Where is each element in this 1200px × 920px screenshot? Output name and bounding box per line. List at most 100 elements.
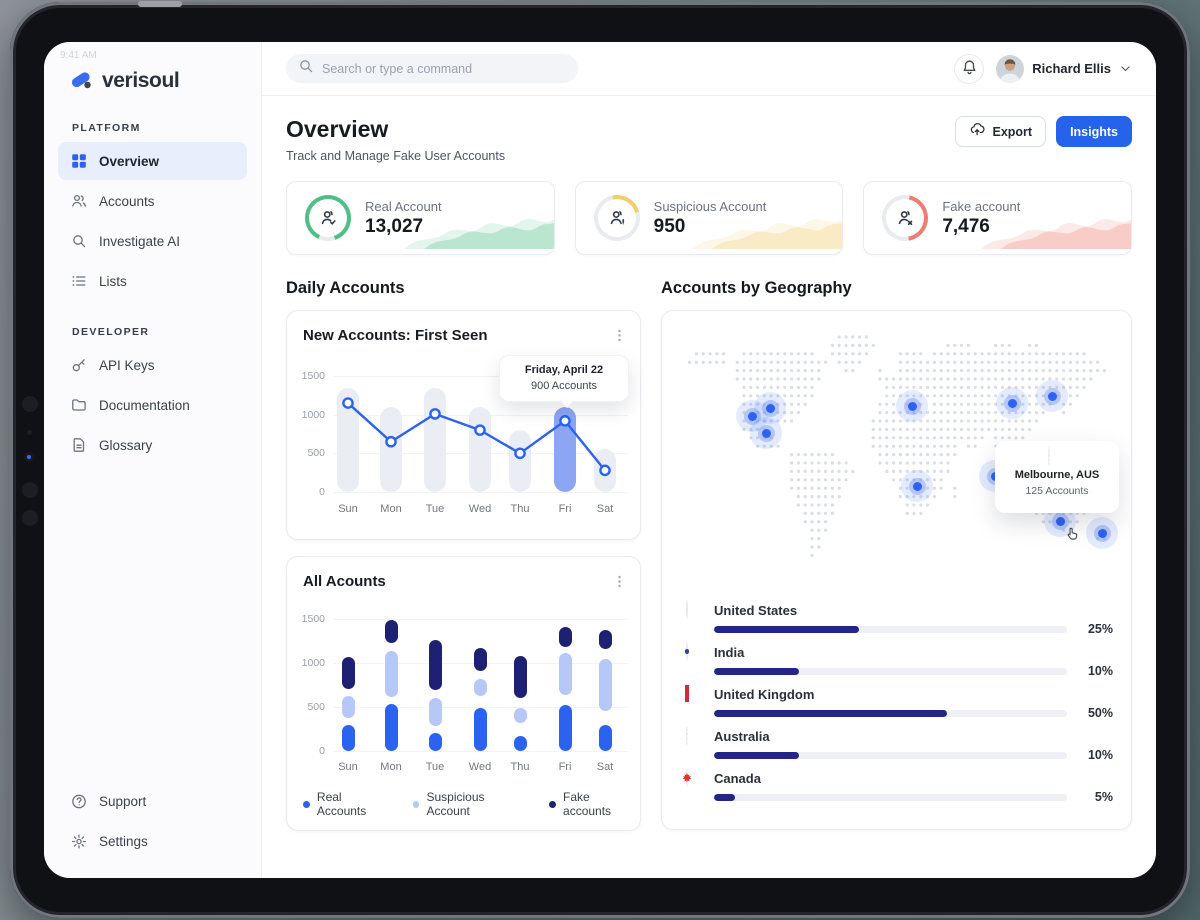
country-bar-fill bbox=[714, 667, 799, 675]
map-marker[interactable] bbox=[1086, 517, 1118, 549]
sidebar-item-api-keys[interactable]: API Keys bbox=[58, 346, 247, 384]
topbar: Richard Ellis bbox=[262, 42, 1156, 96]
gear-icon bbox=[71, 833, 87, 849]
tablet-side-camera bbox=[22, 396, 38, 412]
key-icon bbox=[71, 357, 87, 373]
bar-segment bbox=[428, 640, 442, 691]
map-tooltip: Melbourne, AUS 125 Accounts bbox=[995, 441, 1119, 513]
country-flag bbox=[683, 684, 691, 703]
search-box[interactable] bbox=[286, 54, 578, 83]
map-marker[interactable] bbox=[1036, 380, 1068, 412]
export-icon bbox=[969, 122, 985, 141]
map-marker[interactable] bbox=[750, 417, 782, 449]
map-marker[interactable] bbox=[736, 400, 768, 432]
au-flag-icon bbox=[1048, 447, 1051, 466]
search-icon bbox=[71, 233, 87, 249]
au-flag-icon bbox=[686, 726, 690, 745]
y-axis-tick: 1000 bbox=[301, 408, 325, 421]
help-icon bbox=[71, 793, 87, 809]
bar-segment bbox=[558, 653, 572, 695]
sidebar-item-label: Overview bbox=[99, 153, 160, 169]
stat-value: 13,027 bbox=[365, 215, 424, 237]
stat-ring bbox=[882, 195, 929, 241]
page-subtitle: Track and Manage Fake User Accounts bbox=[286, 149, 506, 163]
verisoul-logo[interactable]: verisoul bbox=[70, 66, 261, 96]
country-percent: 10% bbox=[1087, 748, 1113, 762]
legend-label: Suspicious Account bbox=[426, 790, 485, 818]
country-bar-track bbox=[714, 667, 1067, 675]
sidebar-item-label: Glossary bbox=[99, 437, 153, 453]
country-flag bbox=[684, 642, 690, 661]
sidebar-item-settings[interactable]: Settings bbox=[58, 822, 247, 860]
y-axis-tick: 1500 bbox=[301, 370, 325, 382]
user-menu[interactable]: Richard Ellis bbox=[996, 54, 1132, 83]
chart-tooltip: Friday, April 22 900 Accounts bbox=[499, 355, 629, 402]
bar-segment bbox=[598, 724, 612, 751]
gridline bbox=[333, 707, 628, 708]
map-marker[interactable] bbox=[996, 387, 1028, 419]
legend-dot bbox=[412, 800, 420, 808]
map-marker[interactable] bbox=[896, 390, 928, 422]
verisoul-logo-icon bbox=[70, 66, 95, 96]
geography-heading: Accounts by Geography bbox=[661, 279, 852, 297]
sidebar-nav-platform: Overview Accounts Investigate AI Lists bbox=[44, 142, 261, 300]
insights-button[interactable]: Insights bbox=[1056, 116, 1132, 147]
in-flag-icon bbox=[684, 642, 690, 661]
stat-text: Real Account 13,027 bbox=[365, 199, 442, 238]
country-bar-row: 10% bbox=[714, 664, 1113, 678]
map-marker[interactable] bbox=[754, 392, 786, 424]
sidebar-item-overview[interactable]: Overview bbox=[58, 142, 247, 180]
map-marker-dot bbox=[907, 401, 917, 411]
new-accounts-card: New Accounts: First Seen 0 500 1000 1500 Sun… bbox=[286, 310, 641, 540]
legend-item: Real Accounts bbox=[303, 790, 393, 818]
tooltip-value: 900 Accounts bbox=[530, 380, 598, 392]
us-flag-icon bbox=[686, 600, 688, 619]
sidebar-item-glossary[interactable]: Glossary bbox=[58, 426, 247, 464]
sidebar-section-developer: DEVELOPER bbox=[72, 326, 150, 338]
sidebar-nav-developer: API Keys Documentation Glossary bbox=[44, 346, 261, 464]
x-axis-tick: Wed bbox=[468, 503, 492, 515]
sidebar-item-lists[interactable]: Lists bbox=[58, 262, 247, 300]
tablet-camera-indicator bbox=[24, 452, 34, 462]
page-title: Overview bbox=[286, 116, 389, 142]
y-axis-tick: 0 bbox=[319, 745, 325, 757]
tooltip-date: Friday, April 22 bbox=[524, 364, 604, 376]
stat-label: Suspicious Account bbox=[653, 198, 767, 214]
notifications-button[interactable] bbox=[954, 53, 985, 84]
map-marker[interactable] bbox=[901, 470, 933, 502]
country-flag bbox=[682, 768, 692, 787]
sidebar-item-investigate-ai[interactable]: Investigate AI bbox=[58, 222, 247, 260]
y-axis-tick: 0 bbox=[319, 486, 325, 498]
x-axis-tick: Thu bbox=[510, 761, 530, 773]
stat-card-1: Real Account 13,027 bbox=[286, 181, 555, 255]
sidebar-item-documentation[interactable]: Documentation bbox=[58, 386, 247, 424]
country-bar-row: 10% bbox=[714, 748, 1113, 762]
bar-segment bbox=[598, 659, 612, 712]
country-bar-track bbox=[714, 793, 1067, 801]
card-menu-button[interactable] bbox=[608, 570, 630, 592]
x-axis-tick: Sat bbox=[596, 503, 614, 515]
bar-segment bbox=[428, 733, 442, 751]
map-marker-dot bbox=[1055, 516, 1065, 526]
legend-item: Suspicious Account bbox=[412, 790, 530, 818]
bar-segment bbox=[384, 650, 398, 697]
search-input[interactable] bbox=[322, 61, 566, 76]
new-accounts-title: New Accounts: First Seen bbox=[303, 326, 488, 344]
y-axis-tick: 500 bbox=[307, 701, 325, 713]
bar-segment bbox=[558, 705, 572, 751]
sidebar-footer: Support Settings bbox=[44, 780, 261, 862]
bar-segment bbox=[473, 679, 487, 696]
card-menu-button[interactable] bbox=[608, 324, 630, 346]
bar-segment bbox=[473, 708, 487, 751]
gridline bbox=[333, 492, 628, 493]
background-bar bbox=[380, 406, 402, 492]
uk-flag-icon bbox=[683, 684, 691, 703]
sidebar-item-label: Documentation bbox=[99, 397, 190, 413]
sidebar-item-accounts[interactable]: Accounts bbox=[58, 182, 247, 220]
daily-accounts-heading: Daily Accounts bbox=[286, 279, 405, 297]
country-flag bbox=[686, 726, 690, 745]
sidebar-item-support[interactable]: Support bbox=[58, 782, 247, 820]
stat-card-3: Fake account 7,476 bbox=[863, 181, 1132, 255]
geography-card: Melbourne, AUS 125 Accounts United State… bbox=[661, 310, 1132, 830]
export-button[interactable]: Export bbox=[955, 116, 1047, 147]
